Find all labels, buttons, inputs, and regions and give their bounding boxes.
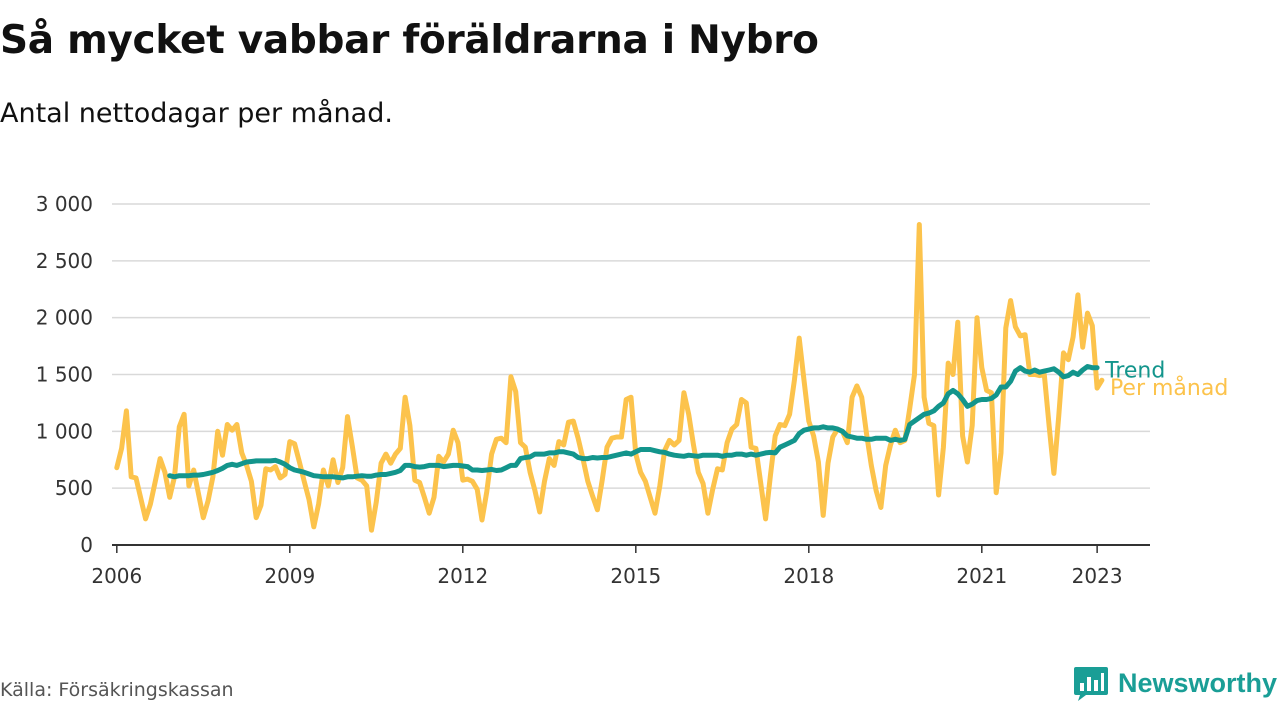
y-tick-label: 3 000: [36, 192, 93, 216]
y-tick-label: 2 000: [36, 306, 93, 330]
series-line-per-manad: [114, 222, 1105, 533]
series-label-per-manad: Per månad: [1110, 375, 1228, 401]
brand-logo[interactable]: Newsworthy: [1072, 664, 1277, 702]
y-tick-label: 0: [80, 533, 93, 557]
x-axis: 2006 2009 2012 2015 2018 2021 2023: [91, 544, 1150, 588]
y-axis-tick-labels: 0 500 1 000 1 500 2 000 2 500 3 000: [36, 192, 93, 557]
x-tick-label: 2021: [956, 564, 1007, 588]
y-tick-label: 2 500: [36, 249, 93, 273]
source-note: Källa: Försäkringskassan: [0, 679, 234, 701]
x-tick-label: 2009: [264, 564, 315, 588]
x-tick-label: 2023: [1072, 564, 1123, 588]
x-tick-label: 2015: [610, 564, 661, 588]
bar-chart-speech-bubble-icon: [1074, 667, 1108, 701]
y-tick-label: 500: [55, 476, 93, 500]
chart-subtitle: Antal nettodagar per månad.: [0, 98, 393, 129]
x-tick-label: 2018: [783, 564, 834, 588]
x-tick-label: 2006: [91, 564, 142, 588]
y-tick-label: 1 500: [36, 363, 93, 387]
chart-title: Så mycket vabbar föräldrarna i Nybro: [0, 18, 819, 63]
y-tick-label: 1 000: [36, 419, 93, 443]
brand-name: Newsworthy: [1118, 667, 1278, 698]
series-line-trend: [167, 364, 1100, 481]
series-label-trend: Trend: [1104, 359, 1165, 384]
series-lines: [114, 222, 1105, 533]
x-tick-label: 2012: [437, 564, 488, 588]
